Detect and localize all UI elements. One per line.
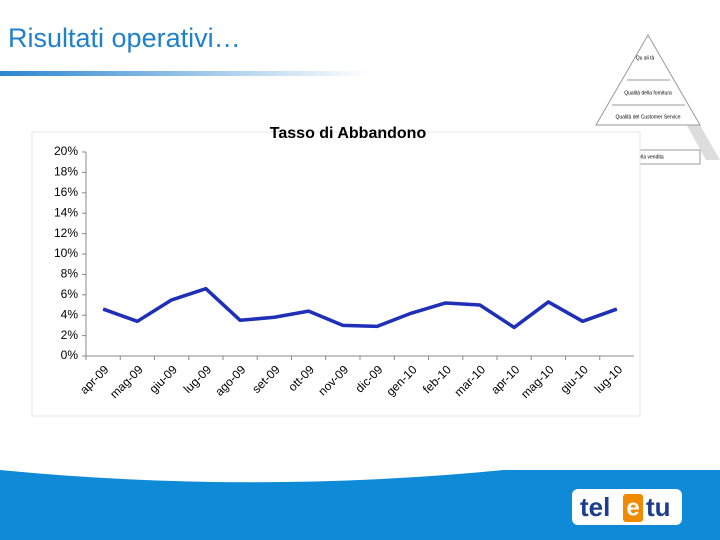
y-tick-label: 18% bbox=[54, 165, 78, 179]
y-tick-label: 8% bbox=[61, 267, 79, 281]
slide-title: Risultati operativi… bbox=[8, 23, 241, 53]
logo-text: tel bbox=[580, 492, 610, 522]
title-underline bbox=[0, 71, 370, 76]
pyramid-label: Qualità del Customer Service bbox=[615, 114, 680, 120]
pyramid-label: Qualità della vendita bbox=[618, 154, 664, 160]
y-tick-label: 12% bbox=[54, 226, 78, 240]
y-tick-label: 10% bbox=[54, 246, 78, 260]
y-tick-label: 14% bbox=[54, 205, 78, 219]
y-tick-label: 16% bbox=[54, 185, 78, 199]
chart-title: Tasso di Abbandono bbox=[270, 125, 427, 142]
y-tick-label: 4% bbox=[61, 307, 79, 321]
logo-text: e bbox=[626, 494, 639, 521]
y-tick-label: 0% bbox=[61, 348, 79, 362]
logo: tel e tu bbox=[572, 489, 682, 525]
logo-text: tu bbox=[646, 492, 671, 522]
pyramid-label: Qu ali tà bbox=[636, 55, 655, 61]
y-tick-label: 20% bbox=[54, 144, 78, 158]
footer-band bbox=[0, 470, 720, 540]
chart-frame bbox=[31, 131, 641, 417]
data-line bbox=[102, 286, 618, 330]
footer-curve bbox=[0, 440, 720, 483]
y-tick-label: 2% bbox=[61, 328, 79, 342]
pyramid-label: Qualità della fornitura bbox=[624, 90, 672, 96]
y-tick-label: 6% bbox=[61, 287, 79, 301]
